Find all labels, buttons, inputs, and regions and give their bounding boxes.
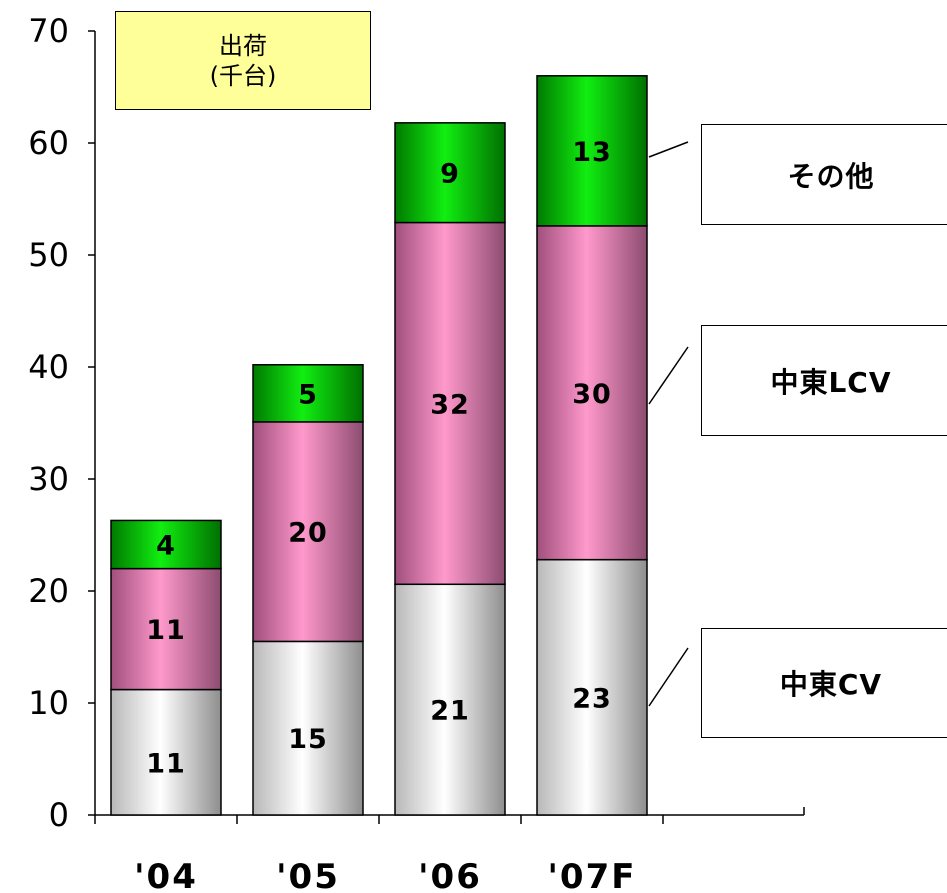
- y-tick-label: 30: [28, 460, 69, 498]
- bar-segment-cv: [394, 583, 506, 816]
- y-tick-label: 70: [28, 12, 69, 50]
- leader-line-other: [648, 141, 689, 158]
- data-label: 11: [146, 615, 186, 646]
- axes: 0 10 20 30 40 50 60 70 '04 '05 '06 '07F: [28, 12, 805, 893]
- data-label: 21: [430, 696, 470, 727]
- data-label: 13: [572, 137, 612, 168]
- data-label: 5: [298, 379, 318, 410]
- data-label: 23: [572, 683, 612, 714]
- legend-other-label: その他: [787, 159, 875, 193]
- y-tick-label: 40: [28, 348, 69, 386]
- unit-label-line2: (千台): [209, 61, 277, 90]
- x-category-label: '07F: [548, 857, 637, 893]
- legend-cv-label: 中東CV: [779, 668, 883, 701]
- legend-cv: 中東CV: [701, 628, 947, 738]
- legend-lcv: 中東LCV: [701, 325, 947, 436]
- legend-other: その他: [701, 124, 947, 225]
- bar-segment-other: [110, 519, 222, 570]
- x-category-label: '06: [418, 857, 482, 893]
- data-label: 20: [288, 518, 328, 549]
- bar-segment-cv: [536, 558, 648, 816]
- bar-segment-other: [394, 122, 506, 224]
- data-label: 9: [440, 159, 460, 190]
- data-label: 4: [156, 531, 176, 562]
- bar-segment-lcv: [110, 567, 222, 691]
- leader-line-lcv: [648, 346, 689, 405]
- bar-segment-lcv: [536, 225, 648, 561]
- y-tick-label: 10: [28, 684, 69, 722]
- leader-line-cv: [648, 647, 689, 707]
- data-label: 30: [572, 379, 612, 410]
- data-label: 11: [146, 748, 186, 779]
- legend-leader-lines: [648, 141, 689, 707]
- bar-segment-other: [536, 75, 648, 227]
- y-tick-label: 20: [28, 572, 69, 610]
- bars: 11 11 4 15 20 5 21 32 9 23 30 13: [110, 75, 648, 816]
- bar-segment-lcv: [252, 421, 364, 643]
- unit-label-line1: 出荷: [219, 31, 267, 60]
- x-category-label: '04: [134, 857, 198, 893]
- bar-segment-other: [252, 364, 364, 423]
- bar-segment-cv: [110, 688, 222, 816]
- bar-segment-cv: [252, 640, 364, 816]
- unit-label-box: 出荷 (千台): [115, 11, 371, 110]
- y-tick-label: 50: [28, 236, 69, 274]
- y-tick-label: 60: [28, 124, 69, 162]
- data-label: 15: [288, 724, 328, 755]
- legend-lcv-label: 中東LCV: [770, 365, 892, 399]
- y-tick-label: 0: [49, 796, 69, 834]
- data-label: 32: [430, 389, 470, 420]
- x-category-label: '05: [276, 857, 340, 893]
